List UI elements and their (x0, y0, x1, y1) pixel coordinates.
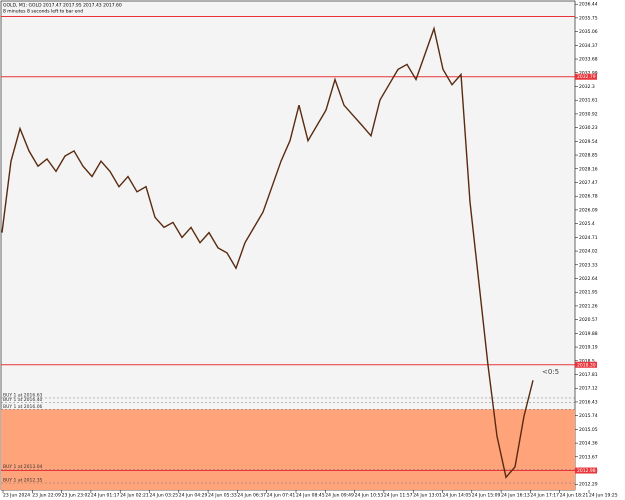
x-tick-label: 24 Jun 07:41 (267, 493, 296, 499)
x-tick-label: 24 Jun 10:53 (355, 493, 384, 499)
header: GOLD, M1: GOLD 2017.47 2017.95 2017.43 2… (3, 3, 122, 9)
y-tick-label: 2022.64 (579, 276, 598, 282)
y-tick-label: 2019.88 (579, 331, 598, 337)
y-tick-label: 2030.23 (579, 125, 598, 131)
level-label: 2018.30 (577, 362, 596, 368)
y-tick-label: 2028.85 (579, 153, 598, 159)
y-tick-label: 2015.05 (579, 427, 598, 433)
y-tick-label: 2017.12 (579, 386, 598, 392)
x-tick-label: 24 Jun 09:49 (325, 493, 354, 499)
order-label: BUY 1 at 2016.06 (3, 404, 43, 410)
y-tick-label: 2031.61 (579, 98, 598, 104)
x-tick-label: 24 Jun 05:33 (208, 493, 237, 499)
x-tick-label: 24 Jun 01:17 (91, 493, 120, 499)
y-tick-label: 2032.3 (579, 84, 595, 90)
x-tick-label: 24 Jun 19:25 (589, 493, 618, 499)
y-tick-label: 2012.29 (579, 482, 598, 488)
x-tick-label: 24 Jun 11:57 (384, 493, 413, 499)
y-tick-label: 2024.02 (579, 249, 598, 255)
x-tick-label: 24 Jun 13:01 (413, 493, 442, 499)
y-tick-label: 2029.54 (579, 139, 598, 145)
level-label: 2032.79 (577, 74, 596, 80)
x-tick-label: 23 Jun 22:09 (32, 493, 61, 499)
x-tick-label: 23 Jun 23:02 (62, 493, 91, 499)
y-tick-label: 2018.5 (579, 358, 595, 364)
y-tick-label: 2013.67 (579, 454, 598, 460)
y-tick-label: 2026.09 (579, 207, 598, 213)
annotation: <0:5 (542, 368, 559, 376)
plot-area (0, 0, 576, 491)
order-label: BUY 1 at 2012.35 (3, 478, 43, 484)
y-tick-label: 2033.68 (579, 57, 598, 63)
y-tick-label: 2027.47 (579, 180, 598, 186)
level-tag (575, 467, 597, 474)
y-tick-label: 2028.16 (579, 166, 598, 172)
level-tag (575, 73, 597, 80)
x-tick-label: 24 Jun 03:25 (150, 493, 179, 499)
x-tick-label: 24 Jun 15:09 (472, 493, 501, 499)
x-tick-label: 24 Jun 02:21 (120, 493, 149, 499)
y-tick-label: 2025.4 (579, 221, 595, 227)
order-label: BUY 1 at 2016.40 (3, 397, 43, 403)
y-tick-label: 2036.44 (579, 2, 598, 8)
x-tick-label: 24 Jun 04:29 (179, 493, 208, 499)
y-tick-label: 2035.06 (579, 29, 598, 35)
x-tick-label: 24 Jun 14:05 (443, 493, 472, 499)
y-tick-label: 2026.78 (579, 194, 598, 200)
y-tick-label: 2035.75 (579, 15, 598, 21)
y-tick-label: 2019.19 (579, 345, 598, 351)
y-tick-label: 2021.26 (579, 303, 598, 309)
y-tick-label: 2020.57 (579, 317, 598, 323)
y-tick-label: 2015.74 (579, 413, 598, 419)
order-label: BUY 1 at 2016.63 (3, 392, 43, 398)
y-tick-label: 2032.99 (579, 70, 598, 76)
y-tick-label: 2017.81 (579, 372, 598, 378)
y-tick-label: 2016.43 (579, 399, 598, 405)
y-tick-label: 2034.37 (579, 43, 598, 49)
x-tick-label: 24 Jun 08:45 (296, 493, 325, 499)
x-tick-label: 23 Jun 2024 (3, 493, 30, 499)
y-tick-label: 2024.71 (579, 235, 598, 241)
order-zone (1, 409, 575, 490)
x-tick-label: 24 Jun 18:21 (560, 493, 589, 499)
level-tag (575, 361, 597, 368)
y-tick-label: 2014.36 (579, 441, 598, 447)
price-line (1, 26, 534, 479)
x-tick-label: 24 Jun 16:13 (501, 493, 530, 499)
x-tick-label: 24 Jun 06:37 (237, 493, 266, 499)
y-tick-label: 2021.95 (579, 290, 598, 296)
order-label: BUY 1 at 2013.04 (3, 464, 43, 470)
y-tick-label: 2030.92 (579, 111, 598, 117)
level-label: 2012.98 (577, 468, 596, 474)
x-tick-label: 24 Jun 17:17 (530, 493, 559, 499)
y-tick-label: 2023.33 (579, 262, 598, 268)
subheader: 8 minutes 8 seconds left to bar end (3, 9, 83, 15)
